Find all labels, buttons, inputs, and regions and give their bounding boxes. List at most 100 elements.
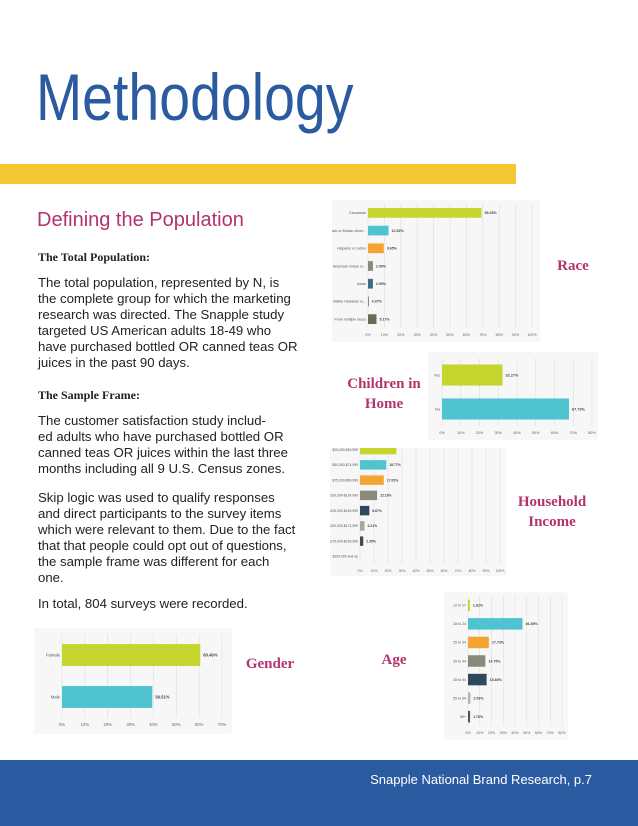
title-underline-bar (0, 164, 516, 184)
section-title: Defining the Population (37, 209, 244, 231)
x-tick-label: 20% (104, 722, 113, 727)
x-tick-label: 40% (511, 731, 519, 735)
bar-race (368, 314, 377, 325)
x-tick-label: 10% (476, 731, 484, 735)
x-tick-label: 40% (413, 569, 420, 573)
text-line: The customer satisfaction study includ- (38, 413, 266, 428)
footer-text: Snapple National Brand Research, p.7 (370, 772, 592, 787)
children-label: Children in Home (330, 374, 438, 414)
page-title: Methodology (36, 60, 354, 134)
value-label: 1.62% (473, 604, 484, 608)
category-label: No (435, 407, 440, 411)
text-line: juices in the past 90 days. (38, 355, 190, 370)
x-tick-label: 60% (551, 431, 559, 435)
category-label: 25 to 34 (453, 641, 466, 645)
bar-race (368, 296, 369, 307)
gender-chart: 0% 10% 20% 30% 40% 50% 60% 70% Female 60.49% Male 3… (34, 628, 232, 734)
income-label: Household Income (506, 492, 598, 532)
x-tick-label: 60% (535, 731, 543, 735)
bar-age (468, 655, 486, 667)
x-tick-label: 90% (483, 569, 490, 573)
x-tick-label: 50% (172, 722, 181, 727)
race-chart: 0% 10% 20% 30% 40% 50% 60% 70% 80% 90% 100% Caucasi… (332, 200, 540, 342)
category-label: American Indian or... (333, 264, 366, 268)
x-tick-label: 60% (195, 722, 204, 727)
value-label: 69.25% (485, 211, 498, 215)
text-line: one. (38, 570, 64, 585)
age-label: Age (381, 652, 407, 668)
sample-frame-heading: The Sample Frame: (38, 388, 140, 402)
bar-gender (62, 686, 153, 708)
text-line: and direct participants to the survey it… (38, 506, 282, 521)
race-chart-svg: 0% 10% 20% 30% 40% 50% 60% 70% 80% 90% 100% Caucasi… (332, 204, 537, 337)
category-label: 65+ (460, 715, 466, 719)
category-label: 45 to 54 (453, 678, 466, 682)
value-label: 2.35% (366, 539, 376, 543)
x-tick-label: 30% (399, 569, 406, 573)
bar-age (468, 692, 471, 704)
category-label: $200,000 and up (333, 555, 359, 559)
bar-race (368, 207, 482, 218)
x-tick-label: 90% (512, 333, 520, 337)
children-chart: 0% 10% 20% 30% 40% 50% 60% 70% 80% Yes 32.27% No 67.… (428, 352, 598, 440)
category-label: Native Hawaiian or... (333, 300, 366, 304)
x-tick-label: 80% (588, 431, 596, 435)
x-tick-label: 70% (547, 731, 555, 735)
category-label: Yes (434, 373, 440, 377)
x-tick-label: 0% (365, 333, 371, 337)
value-label: 67.73% (572, 407, 586, 411)
category-label: 55 to 64 (453, 696, 466, 700)
bar-income (360, 505, 370, 516)
gender-chart-svg: 0% 10% 20% 30% 40% 50% 60% 70% Female 60.49% Male 3… (46, 634, 226, 727)
category-label: Hispanic or Latino (337, 247, 366, 251)
x-tick-label: 40% (513, 431, 521, 435)
x-tick-label: 80% (469, 569, 476, 573)
category-label: $50,000-$74,999 (332, 463, 358, 467)
category-label: Male (51, 694, 61, 699)
value-label: 0.37% (372, 300, 383, 304)
bar-age (468, 710, 471, 723)
bar-income (360, 490, 378, 501)
text-line: months including all 9 U.S. Census zones… (38, 461, 286, 476)
value-label: 17.73% (492, 641, 505, 645)
category-label: $125,000-$149,999 (330, 509, 358, 513)
value-label: 60.49% (203, 652, 217, 657)
category-label: Black or African-Amer... (332, 229, 366, 233)
category-label: $75,000-$99,999 (332, 478, 358, 482)
x-tick-label: 0% (59, 722, 65, 727)
category-label: $175,000-$199,999 (330, 539, 358, 543)
x-tick-label: 100% (496, 569, 505, 573)
text-line: targeted US American adults 18-49 who (38, 323, 272, 338)
category-label: 12 to 17 (453, 604, 466, 608)
income-label-line1: Household (517, 494, 587, 510)
text-line: ed adults who have purchased bottled OR (38, 429, 284, 444)
bar-age (468, 636, 489, 649)
x-tick-label: 20% (488, 731, 496, 735)
sample-frame-text-3: In total, 804 surveys were recorded. (38, 596, 248, 611)
bar-income (360, 460, 387, 470)
x-tick-label: 60% (441, 569, 448, 573)
text-line: The total population, represented by N, … (38, 275, 280, 290)
x-tick-label: 0% (465, 731, 471, 735)
age-chart-svg: 0% 10% 20% 30% 40% 50% 60% 70% 80% 12 to 17 1.62% 1… (453, 596, 566, 735)
x-tick-label: 70% (455, 569, 462, 573)
category-label: Asian (357, 282, 366, 286)
category-label: 35 to 44 (453, 659, 466, 663)
bar-age (468, 673, 487, 686)
value-label: 6.67% (372, 509, 382, 513)
x-tick-label: 20% (476, 431, 484, 435)
category-label: $25,000-$49,999 (332, 448, 358, 452)
x-tick-label: 50% (446, 333, 454, 337)
bar-race (368, 278, 373, 289)
bar-age (468, 599, 470, 612)
x-tick-label: 60% (463, 333, 471, 337)
x-tick-label: 100% (527, 333, 537, 337)
x-tick-label: 80% (496, 333, 504, 337)
bar-race (368, 243, 384, 254)
value-label: 12.52% (392, 229, 405, 233)
value-label: 17.02% (387, 478, 399, 482)
children-label-line2: Home (364, 396, 404, 412)
value-label: 2.99% (376, 264, 387, 268)
x-tick-label: 10% (371, 569, 378, 573)
bar-income (360, 475, 384, 485)
